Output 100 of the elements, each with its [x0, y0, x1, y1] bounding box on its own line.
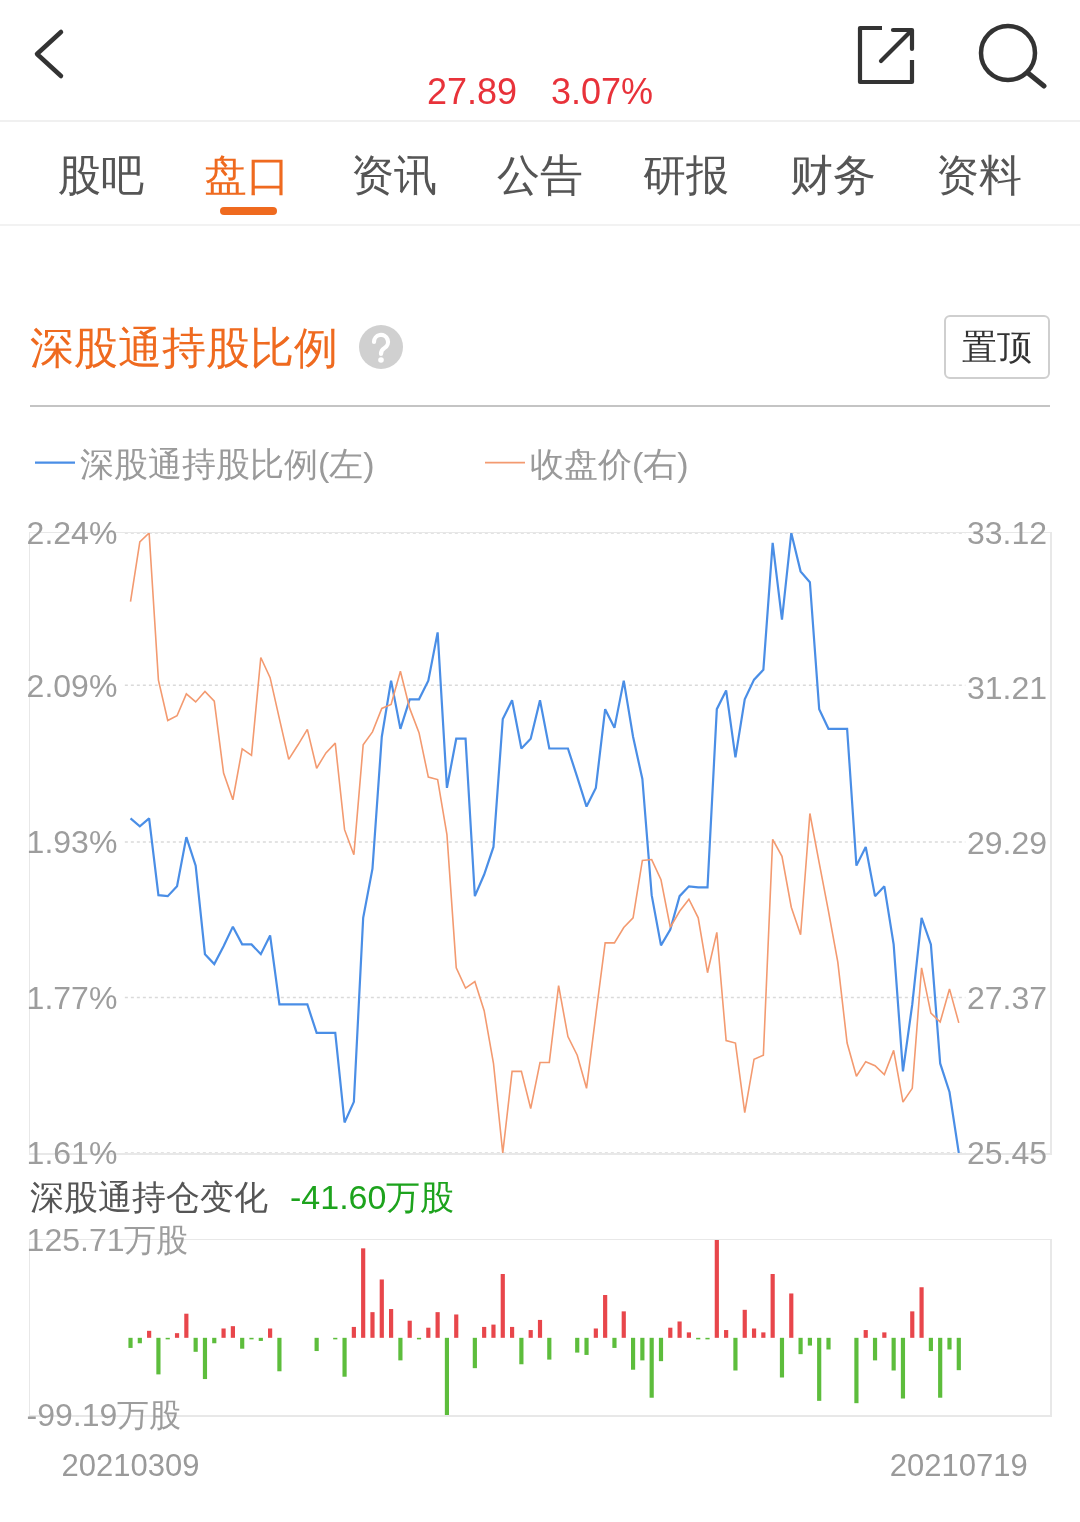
chart-title: 深股通持仓变化 — [30, 1178, 268, 1216]
bar — [575, 1337, 580, 1353]
bar — [612, 1337, 617, 1348]
bar — [361, 1248, 366, 1338]
bar — [314, 1337, 319, 1352]
text: 公告 — [496, 150, 583, 200]
bar — [956, 1337, 961, 1371]
bar — [258, 1337, 263, 1341]
bar — [156, 1337, 161, 1375]
bar — [537, 1319, 543, 1338]
bar — [733, 1337, 738, 1371]
bar — [351, 1326, 356, 1338]
y-tick-label: 2.24% — [26, 515, 118, 552]
y-tick-label: -99.19万股 — [26, 1397, 182, 1434]
y2-tick-label: 29.29 — [966, 824, 1047, 861]
line-series — [129, 533, 960, 1153]
bar — [379, 1279, 384, 1338]
bar — [891, 1337, 896, 1371]
bar — [751, 1328, 757, 1338]
bar — [910, 1311, 915, 1338]
text: 财务 — [789, 150, 876, 200]
bar — [426, 1327, 431, 1338]
legend-label: 深股通持股比例(左) — [80, 444, 375, 483]
bar — [677, 1321, 682, 1338]
bar — [882, 1332, 887, 1338]
bar — [919, 1287, 924, 1338]
bar — [398, 1337, 403, 1361]
bar — [798, 1337, 803, 1355]
bar — [240, 1337, 245, 1349]
bar — [640, 1337, 645, 1361]
bar — [184, 1313, 189, 1338]
bar — [900, 1337, 906, 1399]
bar — [221, 1328, 226, 1338]
chart-subtitle: -41.60万股 — [290, 1178, 455, 1216]
y2-tick-label: 27.37 — [966, 980, 1047, 1016]
bar — [519, 1337, 524, 1365]
y-tick-label: 125.71万股 — [26, 1222, 189, 1259]
bar — [268, 1328, 273, 1338]
bar — [491, 1324, 496, 1338]
bar — [509, 1326, 515, 1338]
text: 27.89 — [426, 71, 517, 112]
legend-label: 收盘价(右) — [530, 444, 689, 483]
chart-title: 深股通持股比例 — [30, 323, 338, 372]
bar — [147, 1330, 152, 1338]
bar — [761, 1332, 766, 1338]
bar — [128, 1337, 133, 1348]
bar — [649, 1337, 654, 1398]
bar — [817, 1337, 822, 1401]
bar — [779, 1337, 785, 1378]
bar — [500, 1274, 505, 1338]
bar — [770, 1274, 775, 1338]
bar — [482, 1326, 487, 1338]
text: 股吧 — [58, 150, 144, 200]
bar — [193, 1337, 198, 1352]
text: 盘口 — [204, 150, 291, 200]
text: 资料 — [935, 150, 1022, 200]
y-tick-label: 1.77% — [26, 979, 118, 1016]
bar — [938, 1337, 943, 1398]
bar — [724, 1330, 729, 1338]
bar — [714, 1240, 719, 1338]
bar — [863, 1330, 868, 1338]
pin-button: 置顶 — [944, 315, 1050, 379]
bar — [584, 1337, 589, 1355]
bar — [686, 1332, 691, 1338]
bar — [603, 1295, 608, 1338]
bar — [789, 1293, 794, 1338]
bar — [621, 1311, 626, 1338]
bar — [435, 1312, 440, 1338]
bar — [947, 1337, 952, 1350]
bar — [342, 1337, 347, 1377]
bar — [389, 1309, 394, 1338]
bar — [668, 1327, 673, 1338]
bar — [444, 1337, 450, 1415]
bar — [528, 1330, 533, 1338]
text: 资讯 — [350, 150, 437, 200]
bar — [928, 1337, 933, 1352]
x-tick-label: 20210719 — [889, 1447, 1028, 1483]
y-tick-label: 2.09% — [26, 667, 118, 704]
y2-tick-label: 25.45 — [966, 1135, 1047, 1172]
y2-tick-label: 33.12 — [966, 515, 1047, 552]
bar — [202, 1337, 208, 1380]
bar — [872, 1337, 878, 1361]
bar — [472, 1337, 477, 1369]
bar — [230, 1326, 235, 1338]
bar — [277, 1337, 282, 1372]
y-tick-label: 1.61% — [26, 1135, 118, 1172]
bar — [174, 1333, 180, 1338]
bar — [593, 1328, 598, 1338]
bar — [407, 1320, 412, 1338]
x-tick-label: 20210309 — [61, 1447, 200, 1483]
text: 3.07% — [551, 71, 654, 112]
text: 研报 — [643, 150, 730, 200]
bar — [807, 1337, 812, 1346]
bar — [854, 1337, 859, 1404]
y2-tick-label: 31.21 — [966, 669, 1047, 706]
bar — [658, 1337, 664, 1362]
bar — [454, 1314, 459, 1338]
bar — [630, 1337, 636, 1370]
bar — [370, 1312, 375, 1338]
y-tick-label: 1.93% — [26, 824, 118, 861]
